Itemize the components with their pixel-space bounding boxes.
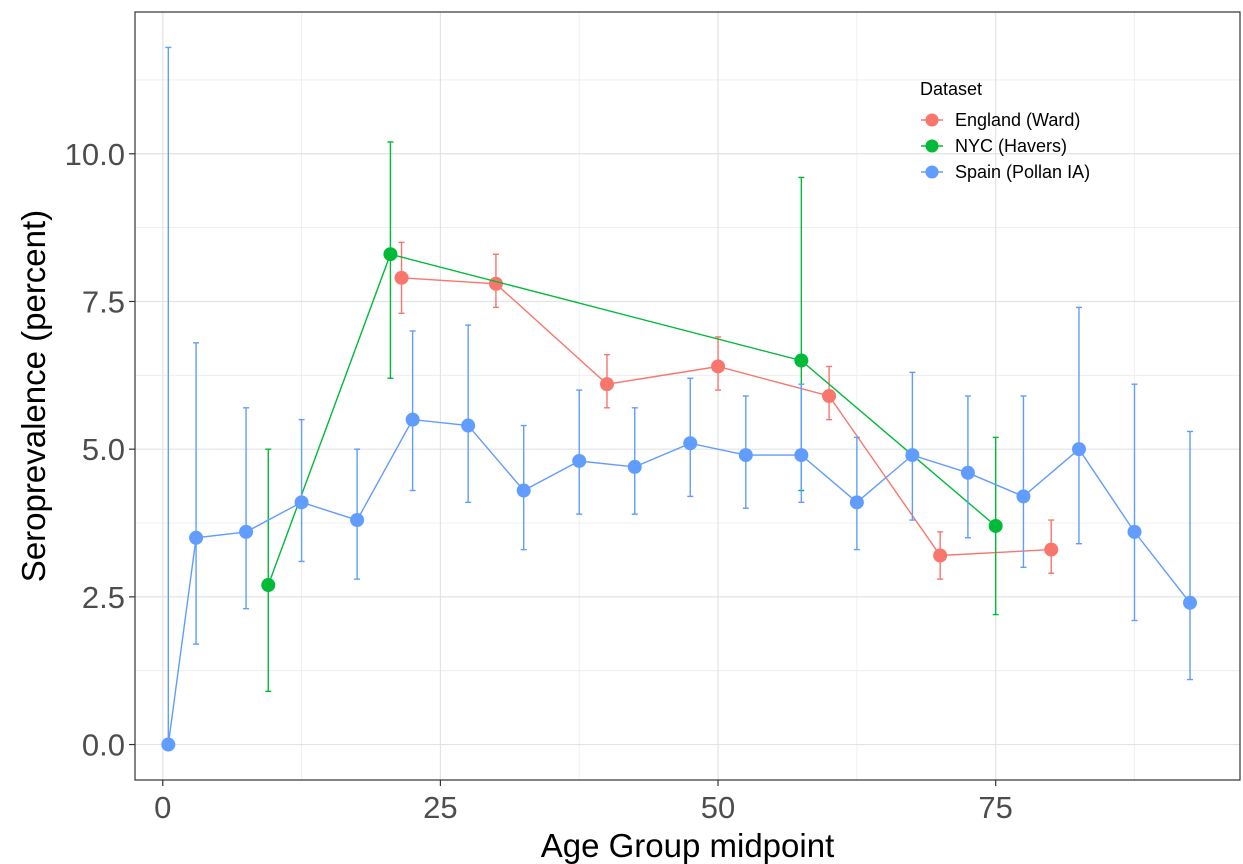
x-axis-title: Age Group midpoint: [541, 827, 835, 864]
data-point: [711, 359, 726, 374]
data-point: [738, 448, 753, 463]
data-point: [988, 518, 1003, 533]
data-point: [189, 530, 204, 545]
data-point: [394, 270, 409, 285]
x-tick-label: 25: [423, 790, 457, 825]
data-point: [261, 578, 276, 593]
y-axis-ticks: 0.0 2.5 5.0 7.5 10.0: [65, 137, 135, 763]
y-tick-label: 5.0: [82, 432, 125, 467]
y-tick-label: 7.5: [82, 284, 125, 319]
legend-label: England (Ward): [955, 110, 1080, 130]
y-tick-label: 10.0: [65, 137, 125, 172]
data-point: [794, 353, 809, 368]
data-point: [822, 389, 837, 403]
series-2: [161, 46, 1198, 752]
data-point: [794, 448, 809, 463]
series-0: [394, 241, 1059, 580]
data-point: [383, 247, 398, 262]
y-tick-label: 2.5: [82, 580, 125, 615]
legend: Dataset England (Ward) NYC (Havers) Spain …: [920, 79, 1090, 182]
data-point: [572, 453, 587, 468]
data-point: [405, 412, 420, 427]
data-point: [516, 483, 531, 498]
legend-key-point: [925, 165, 939, 179]
data-point: [488, 276, 503, 291]
series-layer: [161, 46, 1198, 752]
x-tick-label: 75: [978, 790, 1012, 825]
data-point: [1016, 489, 1031, 504]
plot-panel-border: [134, 11, 1241, 781]
data-point: [683, 436, 698, 451]
x-axis-ticks: 0 25 50 75: [154, 780, 1013, 825]
x-tick-label: 0: [154, 790, 171, 825]
y-tick-label: 0.0: [82, 728, 125, 763]
data-point: [599, 377, 614, 392]
legend-title: Dataset: [920, 79, 982, 99]
data-point: [239, 524, 254, 539]
data-point: [161, 737, 176, 752]
data-point: [933, 548, 948, 563]
data-point: [627, 459, 642, 474]
data-point: [1183, 595, 1198, 610]
data-point: [1127, 524, 1142, 539]
x-tick-label: 50: [701, 790, 735, 825]
data-point: [1071, 442, 1086, 457]
y-axis-title: Seroprevalence (percent): [15, 210, 52, 582]
legend-key-point: [925, 139, 939, 153]
data-point: [905, 448, 920, 463]
data-point: [1044, 542, 1059, 557]
data-point: [960, 465, 975, 480]
legend-label: NYC (Havers): [955, 136, 1067, 156]
data-point: [294, 495, 309, 510]
data-point: [461, 418, 476, 433]
data-point: [849, 495, 864, 510]
series-line: [267, 253, 997, 586]
data-point: [350, 513, 365, 528]
legend-key-point: [925, 113, 939, 127]
legend-label: Spain (Pollan IA): [955, 162, 1090, 182]
series-line: [167, 418, 1191, 745]
